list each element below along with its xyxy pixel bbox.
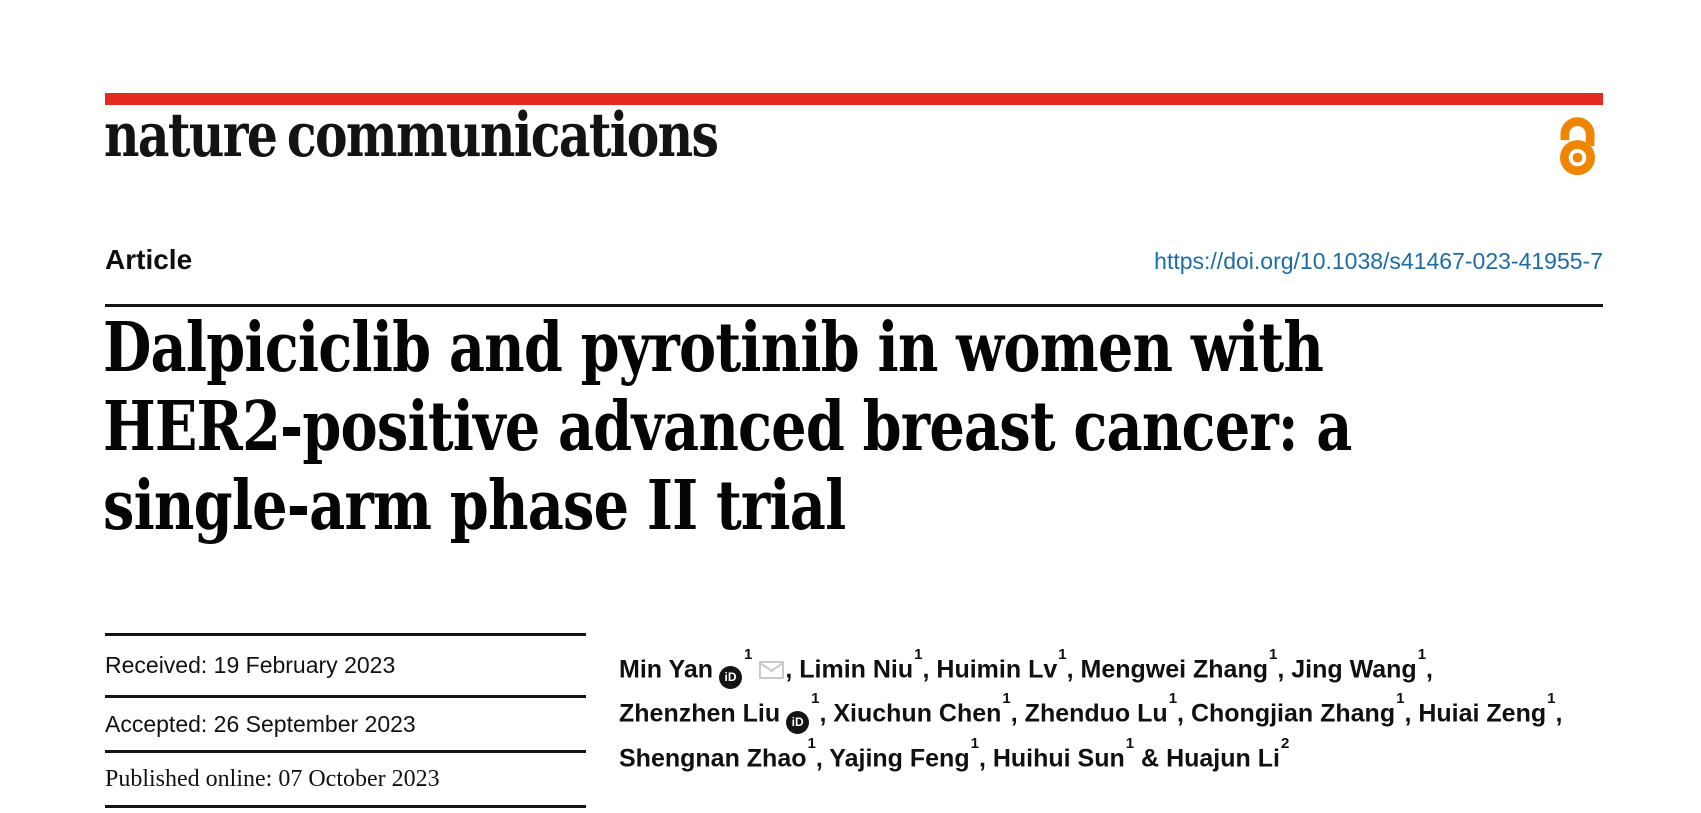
author-affiliation-sup: 1 bbox=[1269, 646, 1278, 663]
history-row-received: Received: 19 February 2023 bbox=[105, 633, 586, 695]
author-separator: , bbox=[1277, 655, 1292, 684]
author-affiliation-sup: 1 bbox=[744, 646, 753, 663]
author-affiliation-sup: 1 bbox=[1058, 646, 1067, 663]
history-panel: Received: 19 February 2023 Accepted: 26 … bbox=[105, 633, 586, 808]
author-separator: , bbox=[1010, 699, 1025, 728]
author-name: Limin Niu bbox=[799, 655, 914, 684]
author-affiliation-sup: 1 bbox=[1396, 690, 1405, 708]
history-row-published: Published online: 07 October 2023 bbox=[105, 750, 586, 805]
doi-link[interactable]: https://doi.org/10.1038/s41467-023-41955… bbox=[1154, 248, 1603, 274]
orcid-icon[interactable]: iD bbox=[719, 666, 743, 690]
author-separator: , bbox=[819, 699, 834, 728]
title-line-3: single-arm phase II trial bbox=[103, 466, 846, 546]
author-affiliation-sup: 1 bbox=[1168, 690, 1178, 708]
author-block: Min Yan iD1, Limin Niu1, Huimin Lv1, Meng… bbox=[619, 645, 1562, 777]
author-name: Zhenduo Lu bbox=[1024, 699, 1168, 728]
author-separator: , bbox=[1177, 699, 1191, 728]
author-separator: , bbox=[1066, 655, 1081, 684]
author-separator: , bbox=[1426, 655, 1433, 684]
title-divider bbox=[105, 304, 1603, 307]
author-separator: , bbox=[1404, 699, 1419, 728]
author-affiliation-sup: 2 bbox=[1280, 734, 1290, 752]
title-line-1: Dalpiciclib and pyrotinib in women with bbox=[103, 308, 1324, 388]
article-meta-row: Article https://doi.org/10.1038/s41467-0… bbox=[105, 244, 1603, 292]
article-type-label: Article bbox=[105, 244, 193, 275]
author-separator: , bbox=[922, 655, 937, 684]
author-affiliation-sup: 1 bbox=[970, 734, 979, 752]
author-name: Shengnan Zhao bbox=[619, 743, 807, 772]
author-name: Huimin Lv bbox=[936, 655, 1058, 684]
history-divider-bottom bbox=[105, 805, 586, 808]
author-separator: , bbox=[978, 743, 993, 772]
author-line: Zhenzhen Liu iD1, Xiuchun Chen1, Zhenduo … bbox=[619, 689, 1563, 734]
author-line: Min Yan iD1, Limin Niu1, Huimin Lv1, Meng… bbox=[619, 645, 1562, 690]
author-line: Shengnan Zhao1, Yajing Feng1, Huihui Sun… bbox=[619, 734, 1562, 777]
author-name: Xiuchun Chen bbox=[833, 699, 1002, 728]
author-name: Mengwei Zhang bbox=[1080, 655, 1269, 684]
author-affiliation-sup: 1 bbox=[1125, 734, 1135, 752]
author-affiliation-sup: 1 bbox=[1417, 646, 1427, 663]
history-row-accepted: Accepted: 26 September 2023 bbox=[105, 695, 586, 750]
orcid-icon[interactable]: iD bbox=[786, 710, 810, 734]
author-name: Zhenzhen Liu bbox=[619, 699, 781, 728]
accepted-date: Accepted: 26 September 2023 bbox=[105, 710, 416, 737]
author-name: Chongjian Zhang bbox=[1190, 699, 1396, 728]
author-name: Huajun Li bbox=[1166, 743, 1280, 772]
author-affiliation-sup: 1 bbox=[914, 646, 923, 663]
author-separator: & bbox=[1134, 743, 1167, 772]
author-affiliation-sup: 1 bbox=[1547, 690, 1556, 708]
title-line-2: HER2-positive advanced breast cancer: a bbox=[103, 387, 1352, 467]
author-affiliation-sup: 1 bbox=[807, 734, 816, 752]
author-separator: , bbox=[785, 655, 800, 684]
author-name: Huihui Sun bbox=[992, 743, 1125, 772]
journal-logo: nature communications bbox=[104, 100, 719, 171]
author-separator: , bbox=[1555, 699, 1563, 728]
article-title: Dalpiciclib and pyrotinib in women with … bbox=[103, 309, 1626, 546]
email-icon[interactable] bbox=[759, 661, 785, 680]
open-access-icon bbox=[1556, 110, 1599, 178]
published-date: Published online: 07 October 2023 bbox=[105, 765, 440, 792]
brand-red-bar bbox=[105, 93, 1603, 105]
author-separator: , bbox=[815, 743, 830, 772]
author-name: Yajing Feng bbox=[829, 743, 970, 772]
author-name: Huiai Zeng bbox=[1418, 699, 1547, 728]
author-name: Min Yan bbox=[619, 655, 714, 684]
received-date: Received: 19 February 2023 bbox=[105, 652, 396, 678]
author-affiliation-sup: 1 bbox=[1002, 690, 1011, 708]
author-name: Jing Wang bbox=[1291, 655, 1417, 684]
author-affiliation-sup: 1 bbox=[811, 690, 820, 708]
